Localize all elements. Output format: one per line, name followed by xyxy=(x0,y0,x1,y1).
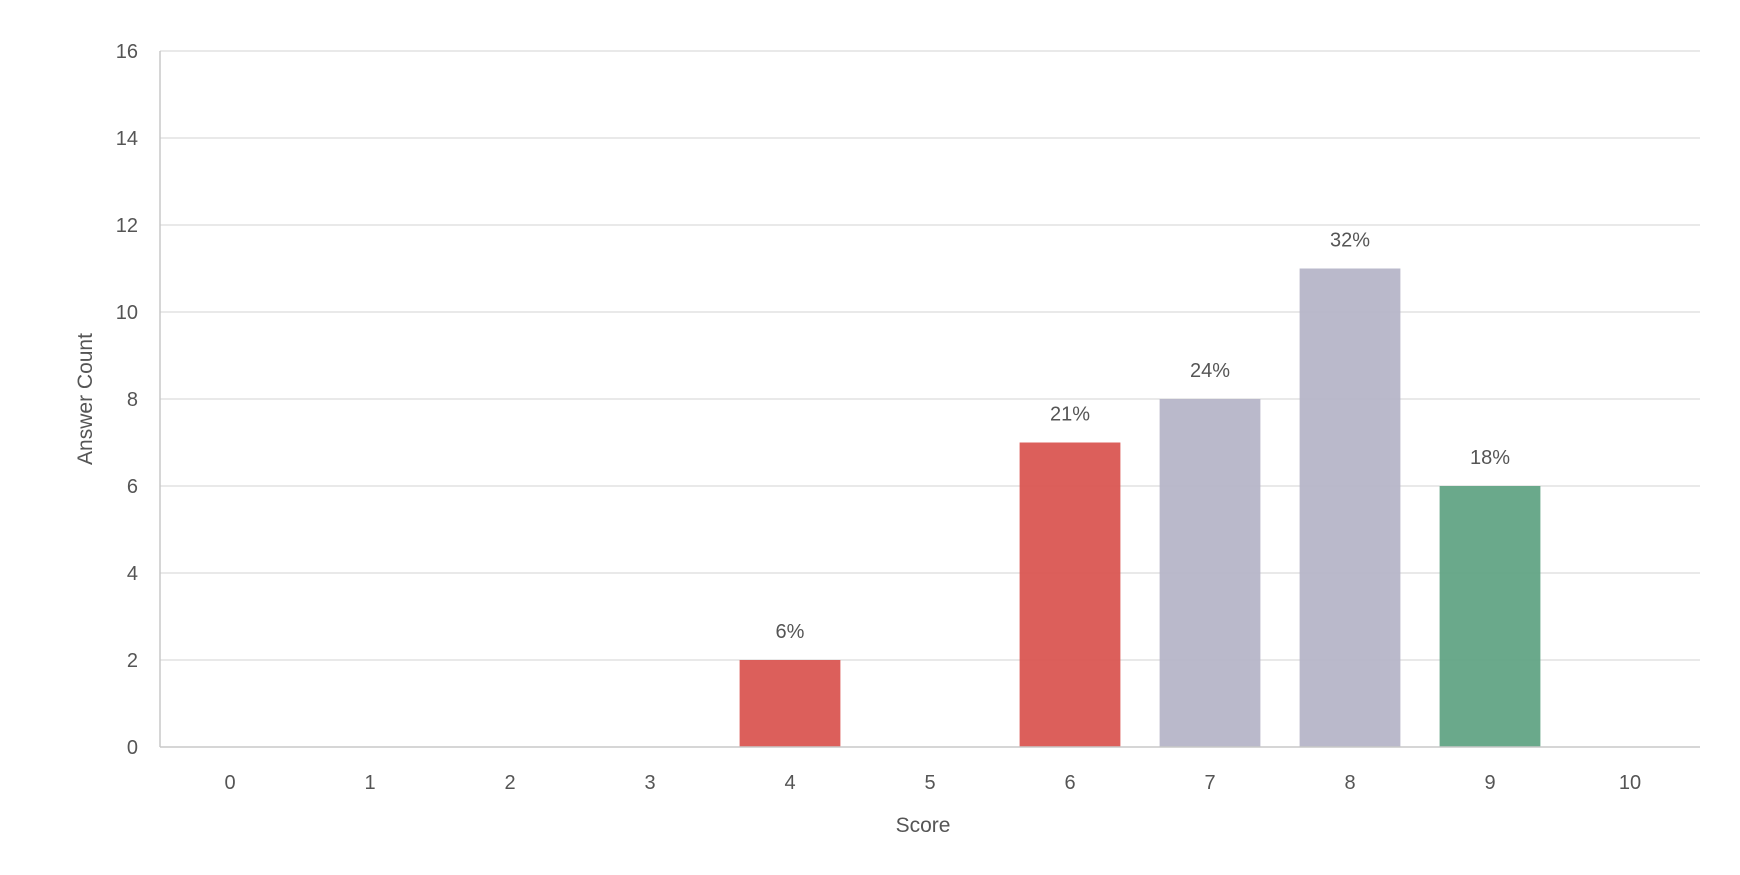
x-tick-label: 9 xyxy=(1484,772,1495,794)
y-axis-ticks: 0 2 4 6 8 10 12 14 16 xyxy=(116,41,138,759)
y-axis-title: Answer Count xyxy=(74,333,97,465)
x-axis-title: Score xyxy=(896,814,951,837)
x-tick-label: 7 xyxy=(1204,772,1215,794)
x-tick-label: 3 xyxy=(644,772,655,794)
x-tick-label: 2 xyxy=(504,772,515,794)
data-labels: 6% 21% 24% 32% 18% xyxy=(776,230,1511,644)
x-axis-ticks: 0 1 2 3 4 5 6 7 8 9 10 xyxy=(224,772,1641,794)
x-tick-label: 6 xyxy=(1064,772,1075,794)
x-tick-label: 1 xyxy=(364,772,375,794)
data-label-score-8: 32% xyxy=(1330,230,1370,252)
data-label-score-6: 21% xyxy=(1050,404,1090,426)
y-tick-label: 0 xyxy=(127,737,138,759)
gridlines xyxy=(160,50,1700,661)
y-tick-label: 16 xyxy=(116,41,138,63)
x-tick-label: 5 xyxy=(924,772,935,794)
bar-score-7 xyxy=(1159,399,1261,747)
bars xyxy=(739,268,1541,747)
bar-score-8 xyxy=(1299,268,1401,747)
bar-score-9 xyxy=(1439,486,1541,747)
y-tick-label: 4 xyxy=(127,563,138,585)
bar-score-6 xyxy=(1019,442,1121,747)
y-tick-label: 8 xyxy=(127,389,138,411)
x-tick-label: 0 xyxy=(224,772,235,794)
bar-score-4 xyxy=(739,660,841,747)
data-label-score-9: 18% xyxy=(1470,447,1510,469)
y-tick-label: 2 xyxy=(127,650,138,672)
y-tick-label: 10 xyxy=(116,302,138,324)
x-tick-label: 8 xyxy=(1344,772,1355,794)
data-label-score-7: 24% xyxy=(1190,360,1230,382)
x-tick-label: 4 xyxy=(784,772,795,794)
x-tick-label: 10 xyxy=(1619,772,1641,794)
data-label-score-4: 6% xyxy=(776,621,805,643)
y-tick-label: 12 xyxy=(116,215,138,237)
y-tick-label: 14 xyxy=(116,128,138,150)
y-tick-label: 6 xyxy=(127,476,138,498)
